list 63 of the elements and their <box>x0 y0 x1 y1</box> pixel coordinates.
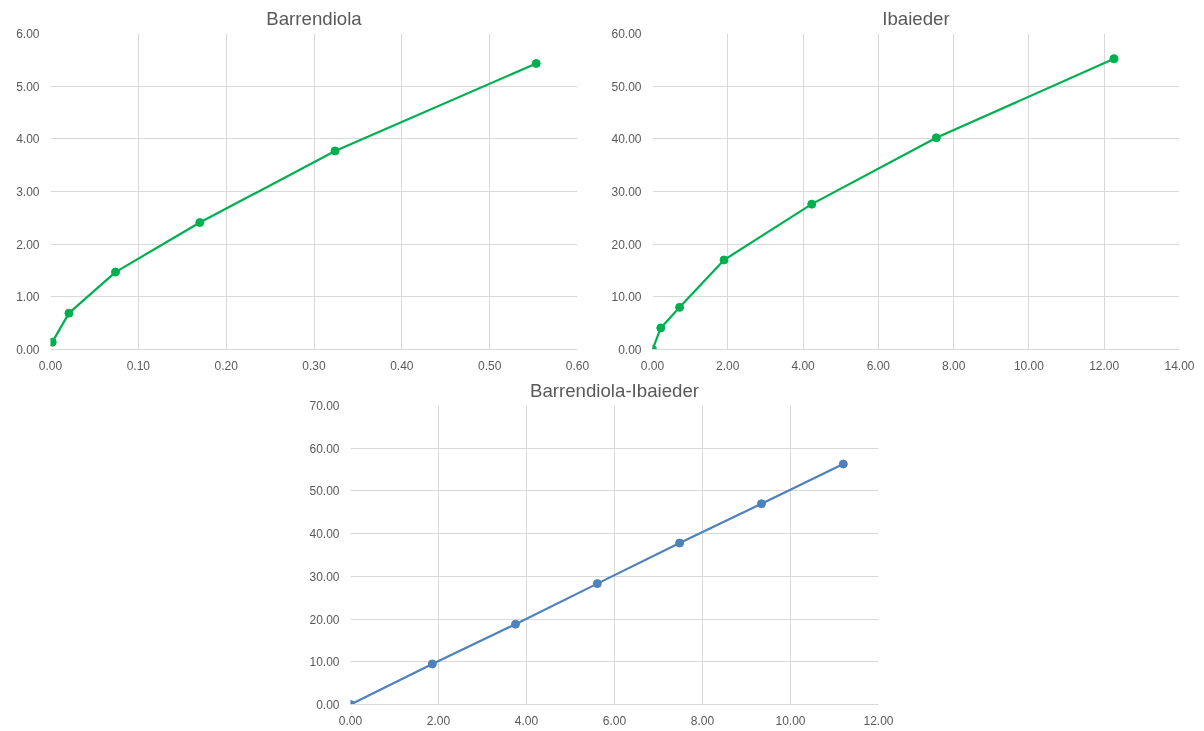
y-tick-label: 60.00 <box>611 27 642 41</box>
y-tick-label: 10.00 <box>611 290 642 305</box>
y-tick-label: 2.00 <box>16 237 40 252</box>
y-tick-label: 0.00 <box>16 343 40 357</box>
x-tick-label: 8.00 <box>941 358 966 373</box>
point <box>656 323 666 333</box>
y-tick-label: 0.00 <box>316 698 340 712</box>
y-tick-label: 60.00 <box>309 441 340 456</box>
x-tick-label: 2.00 <box>426 713 451 728</box>
x-tick-label: 0.20 <box>214 358 239 373</box>
x-tick-label: 0.00 <box>640 358 665 373</box>
y-tick-label: 6.00 <box>16 27 40 41</box>
x-tick-label: 0.00 <box>38 358 63 373</box>
y-tick-label: 30.00 <box>611 185 642 199</box>
point <box>675 538 685 548</box>
x-tick-label: 6.00 <box>866 358 891 373</box>
point <box>931 133 941 143</box>
y-tick-label: 20.00 <box>309 612 340 627</box>
point <box>592 579 602 589</box>
y-tick-label: 70.00 <box>309 399 340 413</box>
point <box>195 218 205 228</box>
y-tick-label: 10.00 <box>309 655 340 670</box>
x-tick-label: 0.40 <box>390 358 414 373</box>
x-tick-label: 0.50 <box>477 358 502 373</box>
x-tick-label: 0.30 <box>302 358 326 373</box>
x-tick-label: 2.00 <box>716 358 740 373</box>
point <box>1109 54 1119 64</box>
y-tick-label: 0.00 <box>618 343 642 357</box>
y-tick-label: 50.00 <box>611 79 642 94</box>
x-tick-label: 14.00 <box>1164 358 1195 373</box>
x-tick-label: 0.60 <box>565 358 590 373</box>
point <box>838 459 848 469</box>
y-tick-label: 40.00 <box>309 527 340 542</box>
y-tick-label: 20.00 <box>611 237 642 252</box>
point <box>111 267 120 277</box>
x-tick-label: 0.00 <box>338 713 363 728</box>
point <box>531 59 541 69</box>
y-tick-label: 3.00 <box>16 185 40 199</box>
chart-title: Ibaieder <box>882 7 950 29</box>
point <box>427 659 437 669</box>
y-tick-label: 4.00 <box>16 132 40 147</box>
point <box>719 255 729 265</box>
y-tick-label: 5.00 <box>16 79 40 94</box>
x-tick-label: 10.00 <box>1013 358 1045 373</box>
point <box>330 146 340 156</box>
x-tick-label: 10.00 <box>775 713 806 728</box>
x-tick-label: 0.10 <box>126 358 151 373</box>
x-tick-label: 12.00 <box>863 713 894 728</box>
point <box>511 619 520 629</box>
x-tick-label: 8.00 <box>690 713 715 728</box>
y-tick-label: 30.00 <box>309 569 340 584</box>
point <box>807 199 817 209</box>
y-tick-label: 50.00 <box>309 484 340 499</box>
y-tick-label: 40.00 <box>611 132 642 147</box>
point <box>756 499 766 509</box>
x-tick-label: 4.00 <box>514 713 539 728</box>
x-tick-label: 4.00 <box>791 358 816 373</box>
y-tick-label: 1.00 <box>16 290 40 305</box>
x-tick-label: 12.00 <box>1089 358 1120 373</box>
point <box>675 302 685 312</box>
point <box>64 308 74 318</box>
chart-title: Barrendiola-Ibaieder <box>529 379 700 401</box>
chart-title: Barrendiola <box>266 7 363 29</box>
